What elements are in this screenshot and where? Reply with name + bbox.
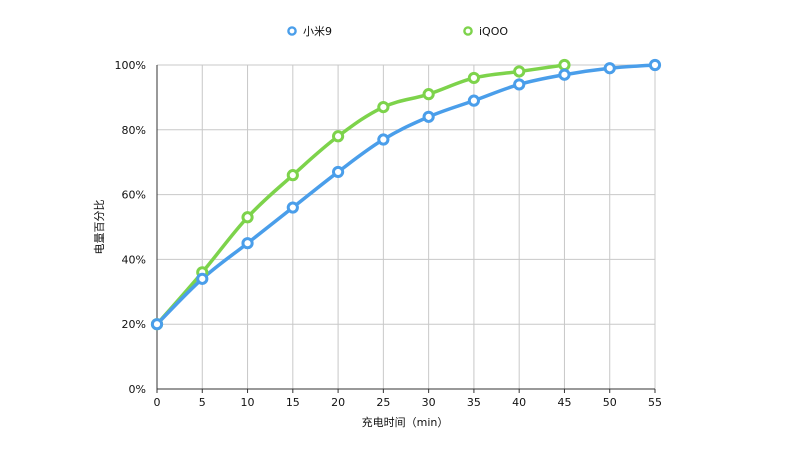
legend: 小米9 iQOO (287, 25, 508, 38)
x-tick-label: 40 (512, 396, 526, 409)
data-point (241, 237, 254, 250)
y-tick-label: 100% (115, 59, 146, 72)
data-point (422, 88, 435, 101)
data-point (513, 65, 526, 78)
data-point (467, 71, 481, 85)
x-tick-label: 20 (331, 396, 345, 409)
data-point (241, 211, 254, 224)
legend-marker (463, 26, 473, 36)
data-point (377, 101, 390, 114)
x-tick-label: 10 (241, 396, 255, 409)
y-tick-label: 40% (122, 253, 146, 266)
grid (157, 64, 656, 389)
data-point (603, 62, 616, 75)
data-point (377, 133, 390, 146)
y-tick-label: 0% (129, 383, 146, 396)
y-tick-label: 80% (122, 124, 146, 137)
data-point (286, 169, 299, 182)
x-tick-label: 45 (557, 396, 571, 409)
y-axis-label: 电量百分比 (93, 200, 106, 255)
data-point (513, 78, 526, 91)
x-tick-label: 35 (467, 396, 481, 409)
data-point (422, 110, 435, 123)
series-line-iqoo (155, 63, 567, 326)
data-point (331, 130, 345, 143)
x-tick-label: 50 (603, 396, 617, 409)
data-point (150, 318, 164, 331)
data-point (558, 68, 571, 81)
y-tick-label: 60% (122, 189, 146, 202)
legend-label: 小米9 (303, 25, 332, 38)
legend-marker (287, 26, 297, 36)
x-tick-label: 55 (648, 396, 662, 409)
x-tick-label: 15 (286, 396, 300, 409)
y-tick-labels: 0% 20% 40% 60% 80% 100% (115, 59, 146, 396)
data-point (196, 272, 209, 285)
series-points (150, 58, 662, 331)
data-point (331, 165, 345, 179)
y-tick-label: 20% (122, 318, 146, 331)
x-tick-label: 0 (154, 396, 161, 409)
data-point (648, 58, 662, 72)
x-tick-label: 30 (422, 396, 436, 409)
x-tick-label: 25 (376, 396, 390, 409)
data-point (467, 94, 481, 107)
x-axis-label: 充电时间（min） (362, 415, 449, 429)
data-point (558, 58, 571, 72)
x-tick-labels: 0 5 10 15 20 25 30 35 40 45 50 55 (154, 396, 663, 409)
x-tick-label: 5 (199, 396, 206, 409)
axes (156, 65, 656, 393)
data-point (286, 201, 299, 214)
legend-label: iQOO (479, 25, 508, 38)
